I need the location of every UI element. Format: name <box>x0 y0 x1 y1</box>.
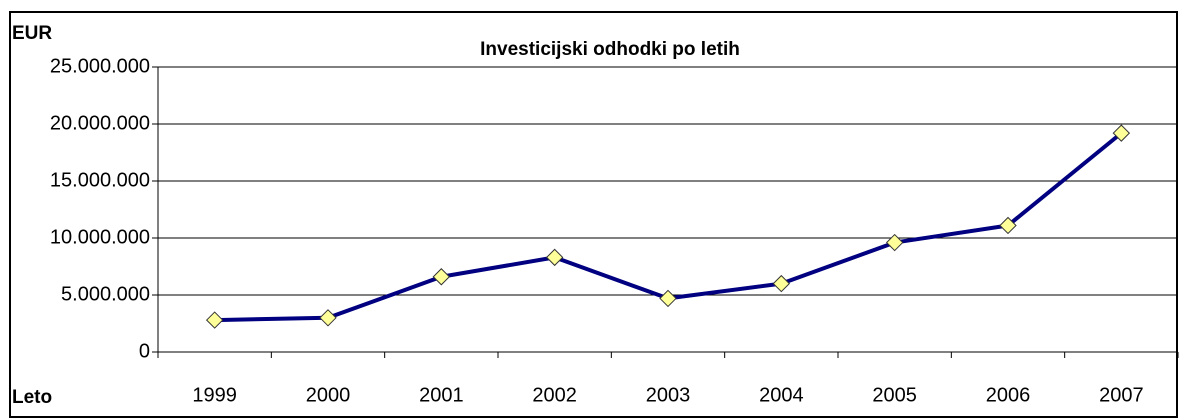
chart-title: Investicijski odhodki po letih <box>480 39 740 60</box>
x-tick-label: 2005 <box>872 384 917 406</box>
y-tick-label: 15.000.000 <box>50 169 150 191</box>
x-tick-label: 1999 <box>192 384 237 406</box>
y-tick-label: 20.000.000 <box>50 112 150 134</box>
data-marker <box>885 233 904 252</box>
x-tick-label: 2007 <box>1099 384 1144 406</box>
y-tick-label: 25.000.000 <box>50 55 150 77</box>
data-marker <box>319 309 337 327</box>
y-tick-label: 5.000.000 <box>61 283 150 305</box>
data-marker <box>545 248 564 267</box>
x-tick-label: 2004 <box>759 384 804 406</box>
y-tick-label: 10.000.000 <box>50 226 150 248</box>
y-axis-label: EUR <box>12 23 52 44</box>
y-tick-label: 0 <box>139 340 150 362</box>
data-marker <box>1112 124 1131 142</box>
x-tick-label: 2003 <box>646 384 691 406</box>
x-tick-label: 2000 <box>306 384 351 406</box>
data-marker <box>432 268 451 286</box>
data-marker <box>205 311 224 329</box>
x-tick-label: 2001 <box>419 384 464 406</box>
x-axis-label: Leto <box>12 387 52 408</box>
x-tick-label: 2002 <box>532 384 577 406</box>
data-marker <box>772 274 791 293</box>
x-tick-label: 2006 <box>986 384 1031 406</box>
chart-frame <box>9 11 1178 418</box>
data-marker <box>999 216 1017 235</box>
data-marker <box>659 289 677 308</box>
